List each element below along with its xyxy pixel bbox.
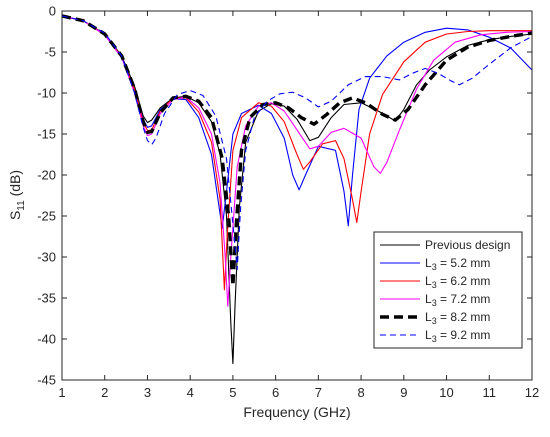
plot-frame xyxy=(61,10,533,381)
tick-layer: 1 2 3 4 5 6 7 8 9 10 11 120-5-10-15-20-25-30-35-40-… xyxy=(37,4,539,401)
legend-label-base: L xyxy=(425,274,432,288)
series-line-1 xyxy=(62,15,532,229)
y-tick-label: -25 xyxy=(37,209,56,224)
y-axis-label: S11 (dB) xyxy=(7,170,27,220)
y-tick-label: -15 xyxy=(37,127,56,142)
legend-label-suffix: = 7.2 mm xyxy=(437,292,491,306)
y-tick-label: -40 xyxy=(37,332,56,347)
x-tick-label: 5 xyxy=(229,385,236,400)
y-axis-label-base: S xyxy=(7,211,23,220)
y-tick-label: -45 xyxy=(37,373,56,388)
x-tick-label: 6 xyxy=(272,385,279,400)
legend-box xyxy=(373,231,523,349)
series-line-4 xyxy=(62,14,532,288)
legend-label-5: L3 = 9.2 mm xyxy=(425,328,490,344)
x-tick-label: 4 xyxy=(187,385,194,400)
y-axis-label-suffix: (dB) xyxy=(7,170,23,200)
y-axis-label-sub: 11 xyxy=(16,200,27,211)
x-tick-label: 3 xyxy=(144,385,151,400)
y-tick-label: -5 xyxy=(44,45,56,60)
legend-label-sub: 3 xyxy=(432,262,437,272)
x-tick-label: 9 xyxy=(400,385,407,400)
x-tick-label: 1 xyxy=(58,385,65,400)
y-tick-label: -35 xyxy=(37,291,56,306)
legend-label-1: L3 = 5.2 mm xyxy=(425,256,490,272)
legend-label-sub: 3 xyxy=(432,280,437,290)
legend-label-2: L3 = 6.2 mm xyxy=(425,274,490,290)
x-tick-label: 12 xyxy=(525,385,539,400)
legend-label-suffix: = 6.2 mm xyxy=(437,274,491,288)
legend-label-suffix: = 8.2 mm xyxy=(437,310,491,324)
legend-label-base: L xyxy=(425,328,432,342)
y-tick-label: -20 xyxy=(37,168,56,183)
legend-label-base: L xyxy=(425,256,432,270)
x-tick-label: 10 xyxy=(439,385,453,400)
series-layer xyxy=(62,14,532,365)
legend-label-3: L3 = 7.2 mm xyxy=(425,292,490,308)
x-tick-label: 11 xyxy=(483,385,497,400)
legend-label-base: L xyxy=(425,292,432,306)
series-line-5 xyxy=(62,15,532,270)
legend-label-base: Previous design xyxy=(425,238,510,252)
x-tick-label: 8 xyxy=(357,385,364,400)
legend-label-0: Previous design xyxy=(425,238,510,252)
legend-label-suffix: = 9.2 mm xyxy=(437,328,491,342)
x-tick-label: 7 xyxy=(315,385,322,400)
legend-label-sub: 3 xyxy=(432,316,437,326)
series-line-0 xyxy=(62,15,532,365)
legend-label-4: L3 = 8.2 mm xyxy=(425,310,490,326)
legend-label-sub: 3 xyxy=(432,298,437,308)
y-tick-label: 0 xyxy=(49,4,56,19)
y-tick-label: -10 xyxy=(37,86,56,101)
legend-label-sub: 3 xyxy=(432,334,437,344)
legend-label-base: L xyxy=(425,310,432,324)
legend-label-suffix: = 5.2 mm xyxy=(437,256,491,270)
x-tick-label: 2 xyxy=(101,385,108,400)
y-tick-label: -30 xyxy=(37,250,56,265)
x-axis-label: Frequency (GHz) xyxy=(243,404,350,420)
